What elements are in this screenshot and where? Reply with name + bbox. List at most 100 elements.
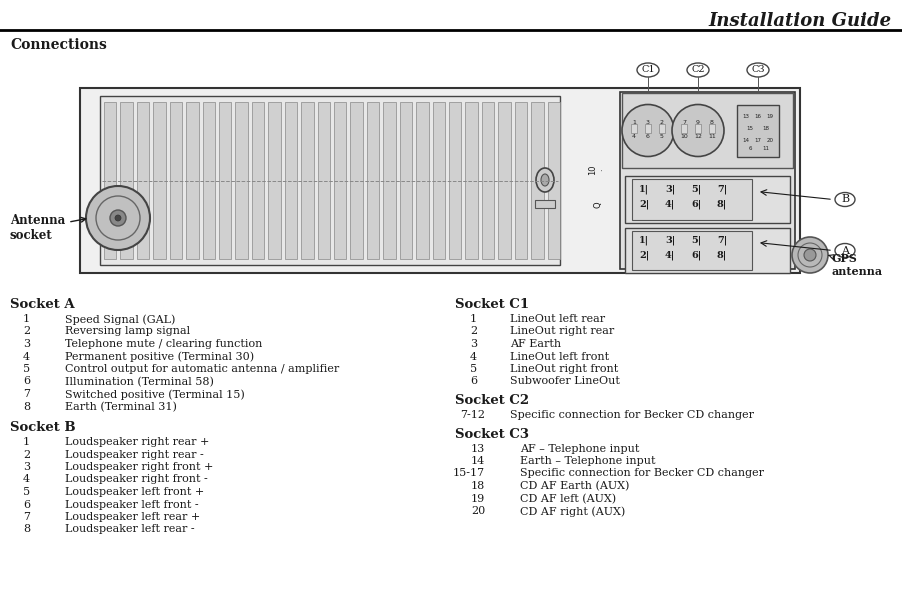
Bar bbox=[416, 102, 428, 259]
Ellipse shape bbox=[541, 174, 549, 186]
Bar bbox=[318, 102, 330, 259]
Bar bbox=[625, 176, 790, 223]
Text: LineOut left rear: LineOut left rear bbox=[510, 314, 605, 324]
Text: 5: 5 bbox=[23, 487, 30, 497]
Text: 7: 7 bbox=[23, 389, 30, 399]
Text: 1: 1 bbox=[470, 314, 477, 324]
Text: 17: 17 bbox=[754, 138, 761, 143]
Text: Control output for automatic antenna / amplifier: Control output for automatic antenna / a… bbox=[65, 364, 339, 374]
Bar bbox=[80, 88, 800, 273]
Bar bbox=[301, 102, 314, 259]
Bar bbox=[285, 102, 297, 259]
Text: 5: 5 bbox=[660, 134, 664, 139]
Text: 1|: 1| bbox=[639, 185, 649, 194]
Text: Earth (Terminal 31): Earth (Terminal 31) bbox=[65, 401, 177, 412]
Text: 11: 11 bbox=[762, 146, 769, 151]
Ellipse shape bbox=[835, 243, 855, 257]
Ellipse shape bbox=[835, 193, 855, 207]
Text: 13: 13 bbox=[471, 443, 485, 453]
Bar bbox=[659, 123, 665, 132]
Bar bbox=[531, 102, 544, 259]
Text: 18: 18 bbox=[762, 126, 769, 131]
Text: 2|: 2| bbox=[639, 251, 649, 260]
Ellipse shape bbox=[536, 168, 554, 192]
Bar bbox=[631, 123, 637, 132]
Bar bbox=[681, 123, 687, 132]
Text: 11: 11 bbox=[708, 134, 716, 139]
Bar bbox=[203, 102, 215, 259]
Bar bbox=[219, 102, 232, 259]
Circle shape bbox=[622, 104, 674, 157]
Bar bbox=[400, 102, 412, 259]
Text: 19: 19 bbox=[471, 493, 485, 503]
Text: Permanent positive (Terminal 30): Permanent positive (Terminal 30) bbox=[65, 351, 254, 362]
Text: 8|: 8| bbox=[717, 251, 727, 260]
Text: Loudspeaker left front -: Loudspeaker left front - bbox=[65, 500, 198, 509]
Text: 13: 13 bbox=[742, 114, 750, 119]
Circle shape bbox=[86, 186, 150, 250]
Text: 19: 19 bbox=[767, 114, 774, 119]
Text: 3|: 3| bbox=[665, 235, 675, 245]
Text: 16: 16 bbox=[754, 114, 761, 119]
Text: A: A bbox=[841, 245, 849, 256]
Bar bbox=[695, 123, 701, 132]
Text: 5|: 5| bbox=[691, 185, 701, 194]
Text: 5: 5 bbox=[470, 364, 477, 374]
Text: 4: 4 bbox=[470, 351, 477, 362]
Text: Installation Guide: Installation Guide bbox=[709, 12, 892, 30]
Ellipse shape bbox=[687, 63, 709, 77]
Circle shape bbox=[672, 104, 724, 157]
Text: 2: 2 bbox=[660, 120, 664, 125]
Text: 2: 2 bbox=[470, 326, 477, 337]
Text: 4|: 4| bbox=[665, 199, 675, 209]
Bar bbox=[498, 102, 511, 259]
Text: Speed Signal (GAL): Speed Signal (GAL) bbox=[65, 314, 175, 325]
Text: 14: 14 bbox=[471, 456, 485, 466]
Text: Q: Q bbox=[594, 202, 603, 208]
Text: 1: 1 bbox=[23, 314, 30, 324]
Bar bbox=[383, 102, 396, 259]
Text: 4|: 4| bbox=[665, 251, 675, 260]
Text: 3: 3 bbox=[23, 339, 30, 349]
Bar bbox=[482, 102, 494, 259]
Text: 8: 8 bbox=[23, 525, 30, 534]
Text: 18: 18 bbox=[471, 481, 485, 491]
Text: 7|: 7| bbox=[717, 185, 727, 194]
Text: 12: 12 bbox=[694, 134, 702, 139]
Bar bbox=[104, 102, 116, 259]
Text: Loudspeaker right rear -: Loudspeaker right rear - bbox=[65, 450, 204, 459]
Bar bbox=[121, 102, 133, 259]
Text: 6|: 6| bbox=[691, 251, 701, 260]
Circle shape bbox=[804, 249, 816, 261]
Bar bbox=[235, 102, 248, 259]
Text: LineOut right front: LineOut right front bbox=[510, 364, 618, 374]
Text: 8: 8 bbox=[23, 401, 30, 412]
Text: 5|: 5| bbox=[691, 235, 701, 245]
Text: 7-12: 7-12 bbox=[460, 410, 485, 420]
Text: CD AF Earth (AUX): CD AF Earth (AUX) bbox=[520, 481, 630, 491]
Text: 8|: 8| bbox=[717, 199, 727, 209]
Text: 6: 6 bbox=[23, 500, 30, 509]
Bar bbox=[645, 123, 651, 132]
Text: CD AF left (AUX): CD AF left (AUX) bbox=[520, 493, 616, 504]
Bar bbox=[632, 179, 752, 220]
Text: Socket C1: Socket C1 bbox=[455, 298, 529, 311]
Circle shape bbox=[110, 210, 126, 226]
Text: C1: C1 bbox=[641, 65, 655, 74]
Text: Subwoofer LineOut: Subwoofer LineOut bbox=[510, 376, 620, 387]
Text: Connections: Connections bbox=[10, 38, 106, 52]
Bar bbox=[620, 92, 795, 269]
Text: 4: 4 bbox=[23, 475, 30, 484]
Bar bbox=[137, 102, 150, 259]
Text: Socket C2: Socket C2 bbox=[455, 394, 529, 407]
Text: 2: 2 bbox=[23, 326, 30, 337]
Text: Loudspeaker left front +: Loudspeaker left front + bbox=[65, 487, 204, 497]
Text: Antenna
socket: Antenna socket bbox=[10, 214, 86, 242]
Text: 7: 7 bbox=[682, 120, 686, 125]
Text: AF – Telephone input: AF – Telephone input bbox=[520, 443, 640, 453]
Text: Loudspeaker left rear +: Loudspeaker left rear + bbox=[65, 512, 200, 522]
Text: 3: 3 bbox=[470, 339, 477, 349]
Text: 15-17: 15-17 bbox=[453, 468, 485, 478]
Text: 10: 10 bbox=[680, 134, 688, 139]
Text: Earth – Telephone input: Earth – Telephone input bbox=[520, 456, 656, 466]
